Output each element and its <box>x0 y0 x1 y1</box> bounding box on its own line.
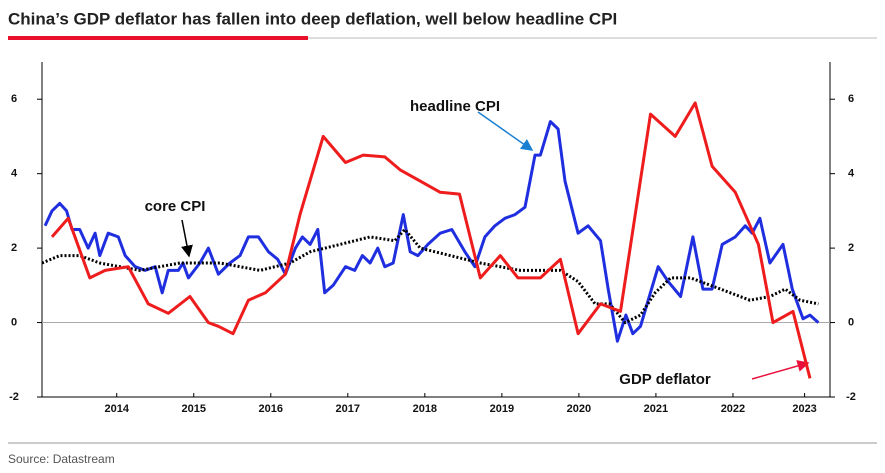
x-tick-label: 2019 <box>490 403 514 415</box>
arrow <box>751 360 810 380</box>
x-tick-label: 2021 <box>644 403 668 415</box>
y-tick-label: 4 <box>11 168 18 180</box>
x-tick-label: 2022 <box>721 403 745 415</box>
x-tick-label: 2015 <box>182 403 206 415</box>
chart-title: China’s GDP deflator has fallen into dee… <box>8 9 617 28</box>
y-tick-label: 0 <box>11 316 17 328</box>
x-tick-label: 2018 <box>413 403 437 415</box>
x-tick-label: 2020 <box>567 403 591 415</box>
series-label: core CPI <box>145 198 206 215</box>
series-line <box>43 120 820 343</box>
arrow <box>181 219 193 258</box>
y-tick-label: 2 <box>11 242 17 254</box>
y2-tick-label: 6 <box>848 93 854 105</box>
y-tick-label: 6 <box>11 93 17 105</box>
y2-tick-label: -2 <box>846 391 856 403</box>
y2-tick-label: 4 <box>848 168 855 180</box>
series-label: headline CPI <box>410 98 500 115</box>
x-tick-label: 2016 <box>259 403 283 415</box>
source: Source: Datastream <box>8 452 115 466</box>
series-line <box>50 101 812 379</box>
arrow <box>477 111 534 151</box>
x-tick-label: 2014 <box>104 403 129 415</box>
x-tick-label: 2017 <box>336 403 360 415</box>
y2-tick-label: 0 <box>848 316 854 328</box>
y-tick-label: -2 <box>9 391 19 403</box>
series-line <box>41 228 819 325</box>
series-label: GDP deflator <box>619 371 711 388</box>
y2-tick-label: 2 <box>848 242 854 254</box>
x-tick-label: 2023 <box>792 403 816 415</box>
